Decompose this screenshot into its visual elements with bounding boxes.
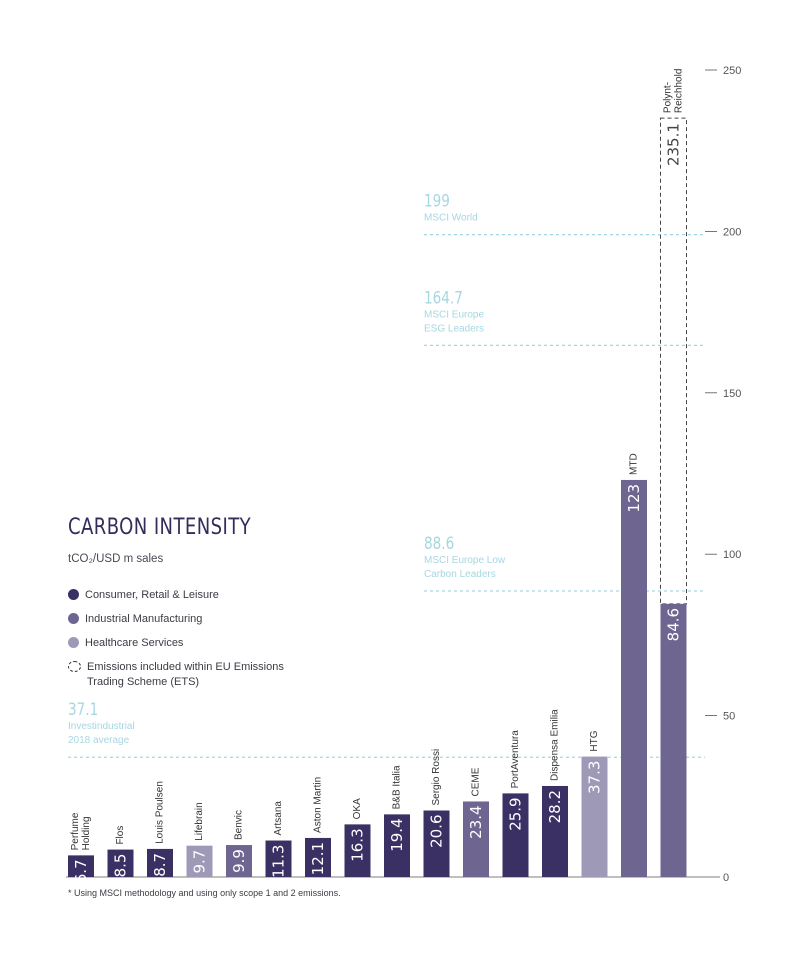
bar-category-label: HTG (589, 730, 600, 751)
y-tick-label: 250 (723, 65, 741, 77)
chart-subtitle: tCO₂/USD m sales (68, 553, 164, 565)
bar-value-label: 9.9 (230, 849, 248, 873)
bar-category-label: Sergio Rossi (431, 749, 442, 806)
bar-value-label: 123 (625, 484, 643, 513)
bar-value-label: 23.4 (467, 805, 485, 838)
legend-label: Emissions included within EU Emissions T… (87, 661, 284, 688)
bar-category-label: Holding (81, 816, 92, 850)
dashed-circle-icon (68, 661, 81, 672)
bar-value-label: 8.5 (112, 854, 130, 878)
bar (660, 603, 687, 877)
bar-value-label: 8.7 (151, 853, 169, 877)
bar-value-label: 19.4 (388, 818, 406, 851)
bar (68, 855, 94, 877)
y-tick-label: 0 (723, 872, 729, 884)
chart-title: CARBON INTENSITY (68, 515, 252, 540)
bar-value-label: 25.9 (507, 797, 525, 830)
bar-category-label: Aston Martin (313, 777, 324, 833)
footnote: * Using MSCI methodology and using only … (68, 888, 341, 898)
bar-category-label: Dispensa Emilia (550, 709, 561, 781)
bar-category-label: Flos (115, 826, 126, 845)
bar (502, 793, 529, 877)
ets-value-label: 235.1 (665, 123, 683, 166)
bar (186, 845, 213, 877)
reference-label: ESG Leaders (424, 323, 484, 334)
bar (265, 840, 292, 877)
bar-category-label: B&B Italia (392, 765, 403, 809)
legend-label: Healthcare Services (85, 637, 184, 649)
bar (147, 848, 173, 877)
legend-label: Industrial Manufacturing (85, 613, 203, 625)
bar-value-label: 28.2 (546, 790, 564, 823)
reference-value: 88.6 (424, 534, 454, 554)
reference-label: Investindustrial (68, 721, 135, 732)
reference-value: 164.7 (424, 288, 463, 308)
bar-category-label: OKA (352, 798, 363, 819)
bar-category-label: Lifebrain (194, 802, 205, 840)
bar-value-label: 11.3 (270, 845, 288, 878)
bar (226, 845, 252, 877)
bar-value-label: 12.1 (309, 842, 327, 875)
legend-item-industrial: Industrial Manufacturing (68, 612, 307, 627)
bar (344, 824, 371, 877)
bar (107, 849, 134, 877)
bar-category-label: CEME (471, 767, 482, 796)
y-tick-label: 150 (723, 388, 741, 400)
bar-value-label: 37.3 (586, 761, 604, 794)
reference-label: Carbon Leaders (424, 569, 496, 580)
bar (621, 479, 647, 877)
bar (423, 810, 450, 877)
reference-label: 2018 average (68, 735, 130, 746)
bar-category-label: Louis Poulsen (155, 781, 166, 844)
legend-swatch-consumer (68, 589, 79, 600)
y-tick-label: 200 (723, 226, 741, 238)
bar-category-label: Benvic (234, 810, 245, 840)
reference-label: MSCI Europe (424, 309, 484, 320)
reference-value: 199 (424, 191, 450, 211)
legend-item-consumer: Consumer, Retail & Leisure (68, 588, 307, 603)
reference-label: MSCI World (424, 213, 478, 224)
legend: Consumer, Retail & Leisure Industrial Ma… (68, 588, 307, 699)
bar (542, 785, 568, 877)
legend-item-healthcare: Healthcare Services (68, 636, 307, 651)
legend-swatch-healthcare (68, 637, 79, 648)
ets-dashed-bar (660, 117, 687, 605)
bar-value-label: 20.6 (428, 815, 446, 848)
bar-value-label: 9.7 (191, 850, 209, 874)
legend-item-ets: Emissions included within EU Emissions T… (68, 660, 307, 690)
reference-label: MSCI Europe Low (424, 555, 506, 566)
bar-category-label: MTD (629, 453, 640, 475)
bar-value-label: 84.6 (665, 608, 683, 641)
bar-category-label: PortAventura (510, 730, 521, 789)
bar (581, 756, 608, 877)
bar-category-label: Reichhold (674, 69, 685, 113)
legend-label: Consumer, Retail & Leisure (85, 589, 219, 601)
y-tick-label: 100 (723, 549, 741, 561)
y-tick-label: 50 (723, 711, 735, 723)
bar (384, 814, 410, 877)
bar-value-label: 6.7 (72, 859, 90, 883)
bar-category-label: Perfume (70, 812, 81, 850)
bar-category-label: Artsana (273, 801, 284, 836)
bar-value-label: 16.3 (349, 828, 367, 861)
bar-category-label: Polynt- (663, 82, 674, 113)
bar (305, 837, 331, 877)
bar (463, 801, 489, 877)
legend-swatch-industrial (68, 613, 79, 624)
reference-value: 37.1 (68, 700, 98, 720)
